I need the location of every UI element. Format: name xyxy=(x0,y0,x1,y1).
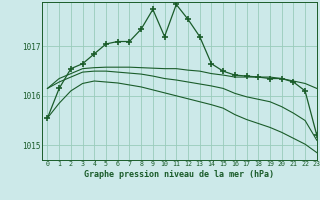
X-axis label: Graphe pression niveau de la mer (hPa): Graphe pression niveau de la mer (hPa) xyxy=(84,170,274,179)
